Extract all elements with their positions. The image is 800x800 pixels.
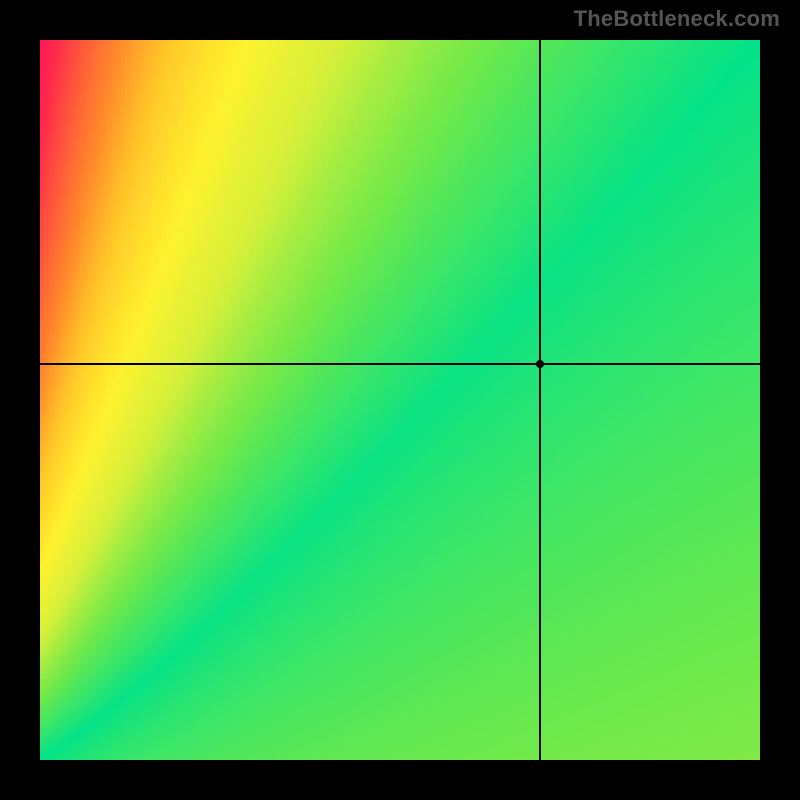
crosshair-horizontal	[40, 363, 760, 365]
crosshair-marker	[536, 360, 544, 368]
plot-area	[40, 40, 760, 760]
chart-container: TheBottleneck.com	[0, 0, 800, 800]
watermark-text: TheBottleneck.com	[574, 6, 780, 32]
heatmap-canvas	[40, 40, 760, 760]
crosshair-vertical	[539, 40, 541, 760]
